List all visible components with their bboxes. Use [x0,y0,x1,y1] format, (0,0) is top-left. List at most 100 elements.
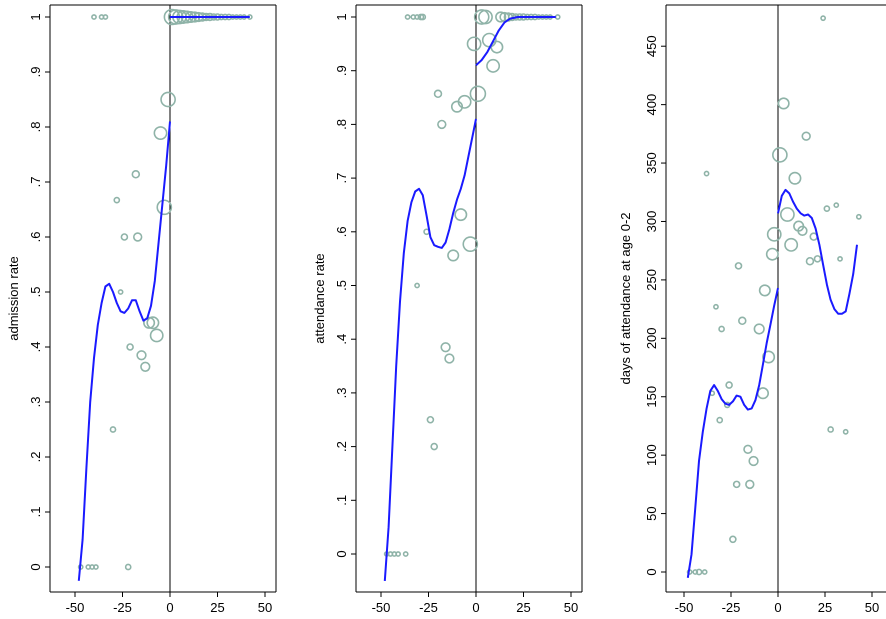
y-tick-label: 0 [644,568,659,575]
fit-line-left [383,118,477,581]
x-tick-label: -25 [419,600,438,615]
y-tick-label: 300 [644,211,659,233]
y-tick-label: 50 [644,506,659,520]
scatter-point [743,444,753,455]
scatter-point [444,353,455,364]
scatter-point [833,202,840,209]
scatter-point [801,131,811,141]
y-tick-label: .7 [28,177,43,188]
scatter-point [109,426,117,433]
scatter-point [462,236,479,253]
scatter-point [136,350,147,361]
scatter-point [414,14,420,20]
y-tick-label: 1 [28,13,43,20]
y-tick-label: .6 [334,226,349,237]
x-tick-label: 25 [210,600,224,615]
y-tick-label: .4 [334,334,349,345]
scatter-point [692,569,699,575]
scatter-point [146,316,160,330]
x-tick-label: -25 [113,600,132,615]
scatter-point [732,480,741,489]
scatter-point [113,196,121,204]
y-tick-label: 1 [334,13,349,20]
y-tick-label: 150 [644,386,659,408]
scatter-point [160,91,176,108]
scatter-point [734,262,743,270]
y-tick-label: .3 [334,387,349,398]
scatter-point [701,569,708,575]
scatter-point [797,225,808,236]
y-tick-label: .8 [28,122,43,133]
scatter-point [695,568,703,576]
scatter-point [718,325,725,333]
scatter-point [784,237,799,252]
scatter-point [813,255,822,263]
fit-line-right [777,188,858,315]
scatter-point [780,207,795,222]
scatter-point [837,255,843,262]
scatter-point [762,350,776,364]
scatter-point [725,381,733,389]
y-tick-label: 0 [28,563,43,570]
scatter-point [758,284,771,297]
scatter-point [729,535,737,544]
scatter-point [124,563,132,571]
scatter-point [827,426,834,433]
y-tick-label: .9 [334,65,349,76]
scatter-point [430,442,439,451]
scatter-point [131,170,141,179]
x-tick-label: -25 [722,600,741,615]
x-tick-label: 0 [774,600,781,615]
scatter-point [820,15,827,22]
y-tick-label: .3 [28,397,43,408]
scatter-point [748,455,759,467]
scatter-point [133,232,143,242]
scatter-point [823,205,831,212]
x-tick-label: 50 [865,600,879,615]
x-tick-label: 25 [516,600,530,615]
fit-line-right [475,16,556,67]
x-tick-label: 25 [818,600,832,615]
scatter-point [117,289,124,295]
y-tick-label: .5 [28,287,43,298]
y-tick-label: .2 [334,441,349,452]
scatter-point [447,249,460,262]
scatter-point [490,40,504,54]
y-tick-label: .6 [28,232,43,243]
scatter-point [554,14,561,20]
scatter-point [153,126,168,141]
x-tick-label: -50 [66,600,85,615]
scatter-point [766,226,782,242]
scatter-point [437,119,447,130]
x-tick-label: 50 [564,600,578,615]
y-tick-label: 400 [644,94,659,116]
scatter-point [745,479,755,490]
scatter-point [765,247,779,261]
scatter-point [440,342,451,353]
scatter-point [93,564,99,570]
scatter-point [395,551,401,557]
scatter-point [716,416,724,424]
panel-admission-rate: -50 -25 0 25 50 0 .1 .2 .3 .4 .5 .6 .7 .8 .9 1 admission… [6,4,277,615]
y-tick-label: .5 [334,280,349,291]
y-axis-title: days of attendance at age 0-2 [618,212,633,384]
scatter-point [788,171,802,185]
scatter-point [433,89,443,99]
scatter-point [473,9,490,25]
scatter-point [454,208,468,222]
x-tick-label: -50 [675,600,694,615]
y-tick-label: .2 [28,452,43,463]
scatter-point [91,14,97,20]
scatter-point [426,415,435,424]
y-tick-label: 100 [644,444,659,466]
x-tick-label: 50 [258,600,272,615]
fit-line-left [77,121,171,581]
y-tick-label: 350 [644,152,659,174]
y-tick-label: .7 [334,173,349,184]
scatter-point [402,551,409,557]
y-tick-label: .4 [28,342,43,353]
y-tick-label: .1 [28,507,43,518]
fit-line-left [686,287,779,578]
y-axis-title: attendance rate [312,253,327,343]
